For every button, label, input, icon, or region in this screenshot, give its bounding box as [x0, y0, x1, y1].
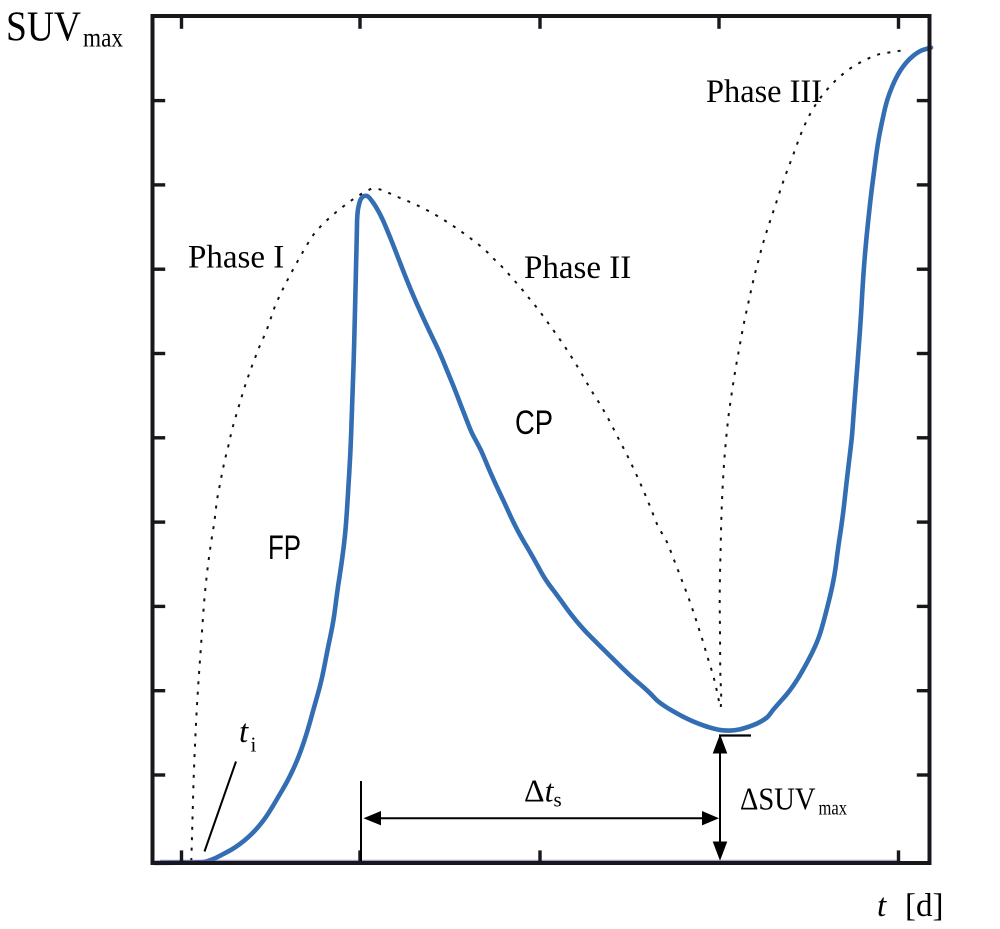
svg-text:s: s: [554, 788, 562, 812]
svg-text:i: i: [251, 733, 257, 757]
svg-text:Phase II: Phase II: [524, 250, 631, 286]
svg-text:[d]: [d]: [905, 888, 943, 924]
svg-text:Phase I: Phase I: [188, 240, 284, 276]
svg-text:FP: FP: [268, 529, 301, 567]
svg-text:ΔSUV: ΔSUV: [740, 781, 816, 817]
svg-text:Phase III: Phase III: [706, 74, 822, 110]
svg-text:CP: CP: [515, 404, 553, 442]
svg-text:max: max: [83, 23, 123, 53]
svg-text:SUV: SUV: [6, 5, 81, 51]
svg-text:max: max: [819, 798, 848, 820]
svg-text:t: t: [877, 888, 887, 924]
svg-text:Δt: Δt: [524, 773, 555, 809]
svg-text:t: t: [239, 714, 249, 750]
